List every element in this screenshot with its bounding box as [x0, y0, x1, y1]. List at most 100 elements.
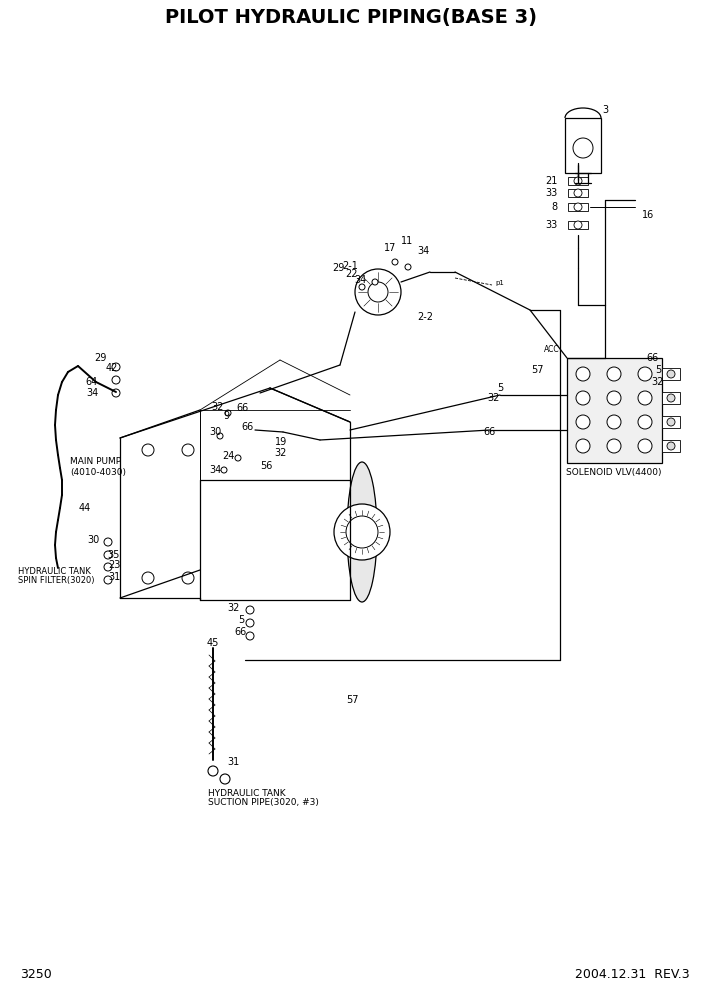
Circle shape [112, 389, 120, 397]
Circle shape [574, 177, 582, 185]
Text: 64: 64 [86, 377, 98, 387]
Text: p1: p1 [496, 280, 505, 286]
Circle shape [225, 410, 231, 416]
Circle shape [638, 439, 652, 453]
Circle shape [574, 189, 582, 197]
Circle shape [221, 467, 227, 473]
Circle shape [359, 284, 365, 290]
Circle shape [368, 282, 388, 302]
Text: 11: 11 [401, 236, 413, 246]
Text: 19: 19 [275, 437, 287, 447]
Bar [662, 392, 680, 404]
Circle shape [574, 203, 582, 211]
Circle shape [104, 538, 112, 546]
Text: HYDRAULIC TANK: HYDRAULIC TANK [18, 567, 91, 576]
Text: 32: 32 [274, 448, 287, 458]
Bar [662, 416, 680, 428]
Text: 2004.12.31  REV.3: 2004.12.31 REV.3 [576, 968, 690, 981]
Text: 9: 9 [223, 411, 229, 421]
Circle shape [667, 418, 675, 426]
Text: 17: 17 [384, 243, 396, 253]
Text: 33: 33 [545, 220, 558, 230]
Bar [568, 177, 588, 185]
Text: 29: 29 [332, 263, 344, 273]
Circle shape [638, 391, 652, 405]
Text: 5: 5 [238, 615, 244, 625]
Circle shape [235, 455, 241, 461]
Text: 35: 35 [108, 550, 120, 560]
Circle shape [392, 259, 398, 265]
Circle shape [346, 516, 378, 548]
Circle shape [574, 221, 582, 229]
Text: 33: 33 [545, 188, 558, 198]
Text: 5: 5 [497, 383, 503, 393]
Circle shape [573, 138, 593, 158]
Text: 45: 45 [207, 638, 219, 648]
Text: 32: 32 [652, 377, 664, 387]
Bar [568, 221, 588, 229]
Text: 42: 42 [106, 363, 118, 373]
Circle shape [576, 439, 590, 453]
Text: 34: 34 [86, 388, 98, 398]
Circle shape [638, 415, 652, 429]
Text: SPIN FILTER(3020): SPIN FILTER(3020) [18, 576, 95, 585]
Circle shape [667, 442, 675, 450]
Text: 31: 31 [108, 572, 120, 582]
Bar [567, 358, 662, 463]
Text: 2-1: 2-1 [342, 261, 358, 271]
Text: 29: 29 [94, 353, 106, 363]
Text: 2-2: 2-2 [417, 312, 433, 322]
Circle shape [576, 391, 590, 405]
Circle shape [246, 619, 254, 627]
Bar [662, 440, 680, 452]
Circle shape [667, 394, 675, 402]
Text: 56: 56 [260, 461, 272, 471]
Text: 66: 66 [235, 627, 247, 637]
Circle shape [217, 433, 223, 439]
Text: 32: 32 [488, 393, 501, 403]
Text: PILOT HYDRAULIC PIPING(BASE 3): PILOT HYDRAULIC PIPING(BASE 3) [165, 9, 537, 28]
Text: 34: 34 [417, 246, 429, 256]
Text: 5: 5 [655, 365, 661, 375]
Text: 8: 8 [552, 202, 558, 212]
Circle shape [112, 363, 120, 371]
Text: 3250: 3250 [20, 968, 52, 981]
Circle shape [607, 367, 621, 381]
Circle shape [576, 367, 590, 381]
Text: 22: 22 [346, 269, 358, 279]
Text: 34: 34 [209, 465, 221, 475]
Text: 34: 34 [354, 275, 366, 285]
Text: (4010-4030): (4010-4030) [70, 467, 126, 476]
Circle shape [104, 576, 112, 584]
Circle shape [220, 774, 230, 784]
Circle shape [576, 415, 590, 429]
Text: 32: 32 [212, 402, 224, 412]
Text: 32: 32 [228, 603, 240, 613]
Text: 57: 57 [346, 695, 358, 705]
Circle shape [246, 632, 254, 640]
Text: 66: 66 [647, 353, 659, 363]
Text: HYDRAULIC TANK: HYDRAULIC TANK [208, 789, 286, 798]
Text: 16: 16 [642, 210, 654, 220]
Circle shape [104, 563, 112, 571]
Text: 30: 30 [87, 535, 99, 545]
Text: 57: 57 [531, 365, 543, 375]
Ellipse shape [347, 462, 377, 602]
Circle shape [638, 367, 652, 381]
Text: SOLENOID VLV(4400): SOLENOID VLV(4400) [567, 468, 662, 477]
Circle shape [104, 551, 112, 559]
Text: ACC: ACC [544, 345, 559, 354]
Circle shape [607, 439, 621, 453]
Circle shape [607, 415, 621, 429]
Text: 66: 66 [237, 403, 249, 413]
Bar [568, 203, 588, 211]
Circle shape [182, 572, 194, 584]
Text: MAIN PUMP: MAIN PUMP [70, 457, 121, 466]
Text: SUCTION PIPE(3020, #3): SUCTION PIPE(3020, #3) [208, 799, 319, 807]
Text: 21: 21 [545, 176, 558, 186]
Circle shape [607, 391, 621, 405]
Circle shape [182, 444, 194, 456]
Text: 66: 66 [242, 422, 254, 432]
Text: 24: 24 [222, 451, 234, 461]
Text: 30: 30 [209, 427, 221, 437]
